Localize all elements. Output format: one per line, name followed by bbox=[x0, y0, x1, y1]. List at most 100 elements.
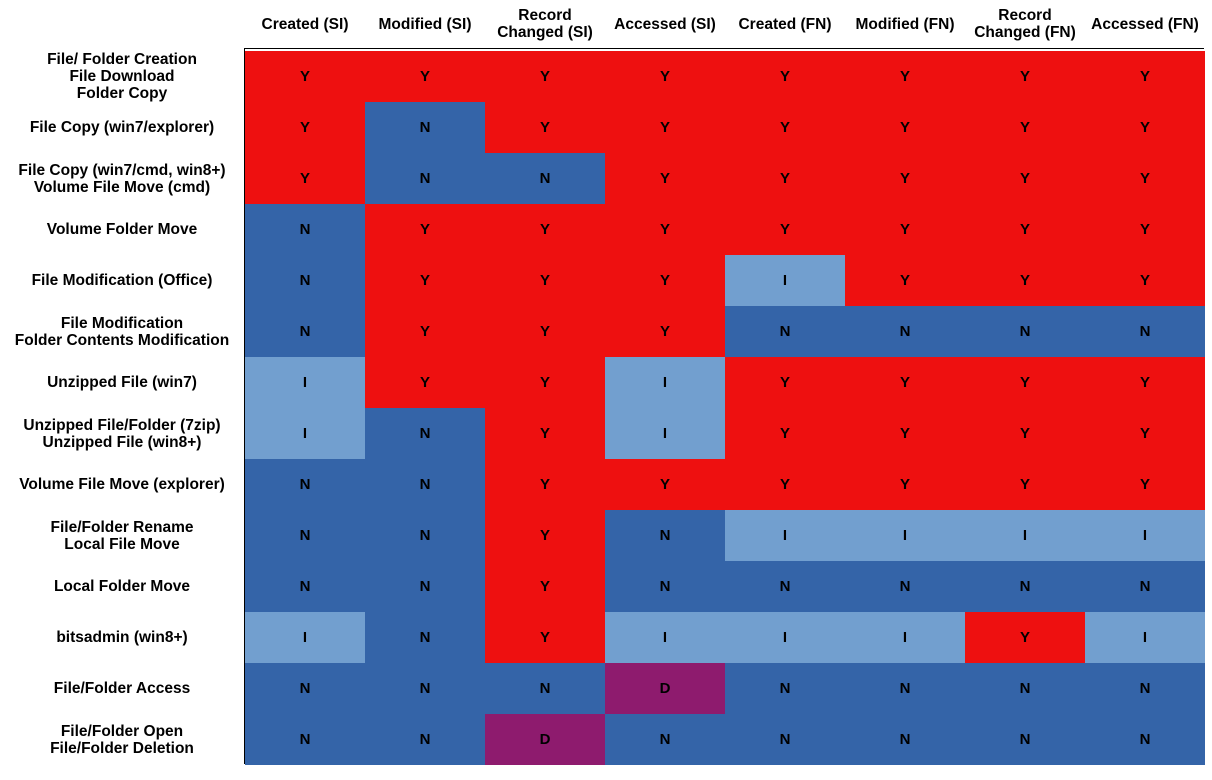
column-header: Accessed (SI) bbox=[614, 15, 716, 33]
heatmap-cell: N bbox=[965, 714, 1085, 765]
heatmap-cell: I bbox=[605, 612, 725, 663]
heatmap-cell: Y bbox=[485, 102, 605, 153]
heatmap-cell: Y bbox=[485, 204, 605, 255]
heatmap-cell: Y bbox=[365, 306, 485, 357]
heatmap-cell: D bbox=[605, 663, 725, 714]
heatmap-cell: N bbox=[245, 510, 365, 561]
heatmap-cell: Y bbox=[245, 153, 365, 204]
column-header: Modified (SI) bbox=[378, 15, 472, 33]
heatmap-cell: N bbox=[845, 306, 965, 357]
heatmap-cell: N bbox=[365, 510, 485, 561]
heatmap-cell: I bbox=[965, 510, 1085, 561]
heatmap-cell: Y bbox=[725, 408, 845, 459]
heatmap-cell: N bbox=[245, 459, 365, 510]
heatmap-cell: I bbox=[245, 357, 365, 408]
heatmap-cell: Y bbox=[965, 51, 1085, 102]
heatmap-cell: Y bbox=[845, 153, 965, 204]
heatmap-cell: I bbox=[725, 510, 845, 561]
heatmap-cell: Y bbox=[605, 255, 725, 306]
heatmap-cell: Y bbox=[365, 255, 485, 306]
heatmap-cell: Y bbox=[365, 51, 485, 102]
heatmap-cell: Y bbox=[485, 561, 605, 612]
heatmap-cell: D bbox=[485, 714, 605, 765]
column-header: Record Changed (SI) bbox=[497, 7, 593, 41]
heatmap-cell: Y bbox=[725, 153, 845, 204]
heatmap-cell: N bbox=[245, 255, 365, 306]
column-header: Accessed (FN) bbox=[1091, 15, 1199, 33]
heatmap-cell: Y bbox=[485, 306, 605, 357]
heatmap-cell: Y bbox=[725, 51, 845, 102]
heatmap-cell: Y bbox=[605, 51, 725, 102]
heatmap-cell: N bbox=[1085, 714, 1205, 765]
heatmap-cell: N bbox=[965, 306, 1085, 357]
heatmap-cell: Y bbox=[605, 153, 725, 204]
heatmap-cell: I bbox=[1085, 612, 1205, 663]
heatmap-cell: Y bbox=[965, 459, 1085, 510]
heatmap-cell: Y bbox=[485, 357, 605, 408]
heatmap-cell: N bbox=[245, 561, 365, 612]
row-label: File/Folder Open File/Folder Deletion bbox=[50, 722, 194, 757]
heatmap-cell: N bbox=[365, 612, 485, 663]
heatmap-cell: N bbox=[845, 561, 965, 612]
heatmap-cell: N bbox=[605, 510, 725, 561]
row-label: File Modification Folder Contents Modifi… bbox=[14, 314, 230, 349]
heatmap-cell: I bbox=[605, 357, 725, 408]
heatmap-cell: N bbox=[845, 663, 965, 714]
column-header: Record Changed (FN) bbox=[974, 7, 1076, 41]
heatmap-cell: Y bbox=[485, 612, 605, 663]
heatmap-cell: N bbox=[365, 663, 485, 714]
heatmap-cell: Y bbox=[845, 459, 965, 510]
row-label: File/ Folder Creation File Download Fold… bbox=[47, 51, 197, 102]
heatmap-cell: Y bbox=[725, 459, 845, 510]
heatmap-cell: Y bbox=[845, 51, 965, 102]
heatmap-cell: Y bbox=[1085, 102, 1205, 153]
heatmap-cell: N bbox=[1085, 306, 1205, 357]
row-label: Local Folder Move bbox=[53, 578, 191, 595]
heatmap-cell: N bbox=[1085, 561, 1205, 612]
heatmap-cell: Y bbox=[1085, 408, 1205, 459]
heatmap-cell: N bbox=[365, 714, 485, 765]
heatmap-cell: Y bbox=[845, 102, 965, 153]
heatmap-cell: I bbox=[605, 408, 725, 459]
heatmap-cell: N bbox=[245, 306, 365, 357]
heatmap-cell: N bbox=[965, 663, 1085, 714]
heatmap-cell: I bbox=[725, 612, 845, 663]
heatmap-cell: Y bbox=[605, 306, 725, 357]
column-header: Created (SI) bbox=[261, 15, 349, 33]
heatmap-cell: Y bbox=[725, 102, 845, 153]
column-header: Modified (FN) bbox=[855, 15, 955, 33]
heatmap-cell: Y bbox=[365, 357, 485, 408]
heatmap-cell: Y bbox=[245, 102, 365, 153]
heatmap-cell: Y bbox=[845, 357, 965, 408]
heatmap-cell: Y bbox=[485, 510, 605, 561]
row-label: Unzipped File/Folder (7zip) Unzipped Fil… bbox=[23, 416, 221, 451]
heatmap-cell: N bbox=[365, 102, 485, 153]
heatmap-cell: N bbox=[365, 459, 485, 510]
heatmap-cell: Y bbox=[845, 408, 965, 459]
heatmap-cell: N bbox=[605, 561, 725, 612]
heatmap-cell: I bbox=[845, 510, 965, 561]
row-label: Volume Folder Move bbox=[46, 221, 198, 238]
heatmap-cell: N bbox=[365, 153, 485, 204]
row-label: bitsadmin (win8+) bbox=[56, 629, 188, 646]
heatmap-cell: N bbox=[485, 153, 605, 204]
row-label: File Copy (win7/explorer) bbox=[29, 119, 215, 136]
row-label: File/Folder Access bbox=[53, 680, 191, 697]
heatmap-cell: Y bbox=[965, 408, 1085, 459]
heatmap-cell: Y bbox=[1085, 357, 1205, 408]
row-label: File Copy (win7/cmd, win8+) Volume File … bbox=[18, 161, 226, 196]
heatmap-cell: Y bbox=[485, 255, 605, 306]
heatmap-cell: Y bbox=[965, 102, 1085, 153]
heatmap-cell: I bbox=[725, 255, 845, 306]
row-label: File Modification (Office) bbox=[31, 272, 213, 289]
heatmap-cell: N bbox=[365, 408, 485, 459]
heatmap-cell: Y bbox=[485, 408, 605, 459]
heatmap-cell: N bbox=[725, 714, 845, 765]
heatmap-cell: N bbox=[245, 663, 365, 714]
heatmap-cell: N bbox=[605, 714, 725, 765]
heatmap-cell: Y bbox=[1085, 459, 1205, 510]
heatmap-cell: Y bbox=[485, 459, 605, 510]
heatmap-cell: I bbox=[845, 612, 965, 663]
heatmap-cell: Y bbox=[725, 204, 845, 255]
